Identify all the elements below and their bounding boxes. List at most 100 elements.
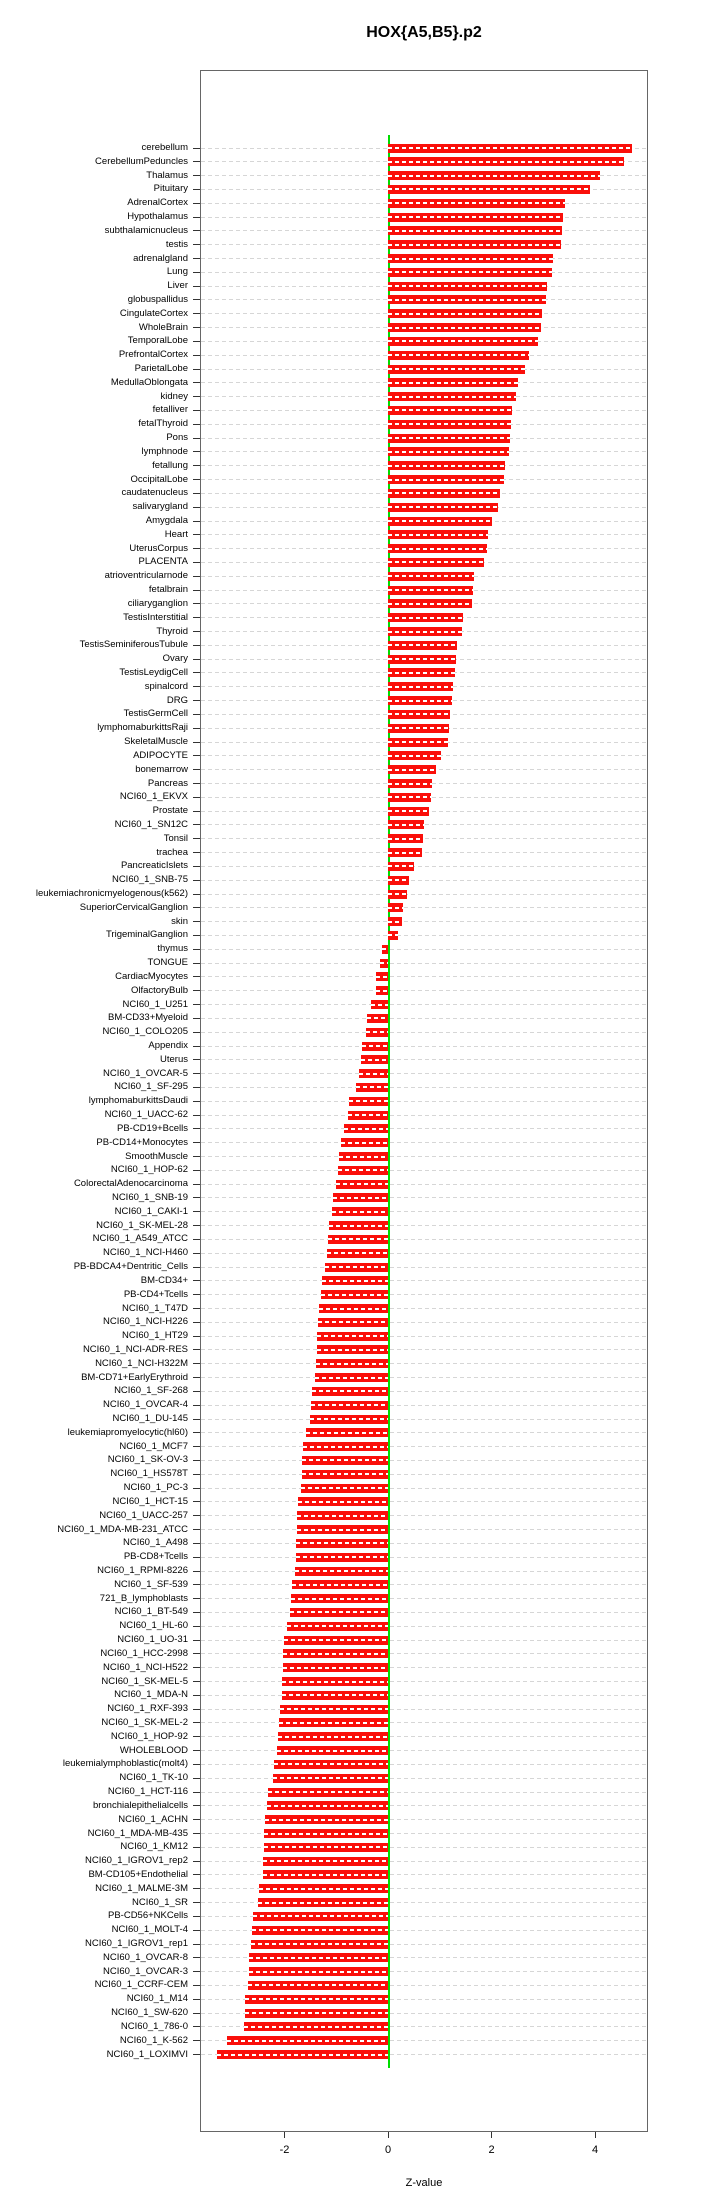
row-gridline	[201, 1929, 647, 1931]
bar-gridline-overlay	[244, 2012, 388, 2015]
category-label: subthalamicnucleus	[104, 224, 188, 236]
category-label: Appendix	[148, 1040, 188, 1052]
bar-gridline-overlay	[263, 1860, 388, 1863]
y-axis-tick	[193, 534, 200, 536]
category-label: CardiacMyocytes	[115, 970, 188, 982]
x-axis-tick	[491, 2132, 492, 2138]
bar-gridline-overlay	[295, 1570, 388, 1573]
bar-gridline-overlay	[388, 174, 601, 177]
y-axis-tick	[193, 1363, 200, 1365]
bar-gridline-overlay	[317, 1321, 388, 1324]
y-axis-tick	[193, 161, 200, 163]
category-label: NCI60_1_HL-60	[119, 1620, 188, 1632]
category-label: PB-CD19+Bcells	[116, 1122, 188, 1134]
y-axis-tick	[193, 907, 200, 909]
category-label: thymus	[157, 943, 188, 955]
bar-gridline-overlay	[388, 340, 539, 343]
bar-gridline-overlay	[317, 1335, 388, 1338]
y-axis-tick	[193, 1031, 200, 1033]
bar-gridline-overlay	[388, 865, 415, 868]
row-gridline	[201, 865, 647, 867]
y-axis-tick	[193, 865, 200, 867]
row-gridline	[201, 1487, 647, 1489]
row-gridline	[201, 1971, 647, 1973]
y-axis-tick	[193, 1750, 200, 1752]
bar-gridline-overlay	[388, 547, 487, 550]
bar-gridline-overlay	[297, 1500, 388, 1503]
bar-gridline-overlay	[388, 533, 488, 536]
row-gridline	[201, 1984, 647, 1986]
bar-gridline-overlay	[247, 1984, 388, 1987]
category-label: NCI60_1_786-0	[120, 2020, 188, 2032]
bar-gridline-overlay	[319, 1307, 388, 1310]
y-axis-tick	[193, 561, 200, 563]
category-label: BM-CD33+Myeloid	[108, 1012, 188, 1024]
category-label: PB-CD4+Tcells	[123, 1288, 188, 1300]
y-axis-tick	[193, 962, 200, 964]
category-label: NCI60_1_HCC-2998	[100, 1647, 188, 1659]
y-axis-tick	[193, 1377, 200, 1379]
row-gridline	[201, 2040, 647, 2042]
category-label: NCI60_1_MALME-3M	[95, 1882, 188, 1894]
category-label: NCI60_1_CCRF-CEM	[94, 1979, 188, 1991]
category-label: salivarygland	[132, 501, 188, 513]
category-label: CingulateCortex	[119, 307, 188, 319]
row-gridline	[201, 1902, 647, 1904]
row-gridline	[201, 921, 647, 923]
y-axis-tick	[193, 506, 200, 508]
y-axis-tick	[193, 396, 200, 398]
bar-gridline-overlay	[388, 851, 423, 854]
y-axis-tick	[193, 313, 200, 315]
category-label: NCI60_1_HOP-62	[110, 1164, 188, 1176]
bar-gridline-overlay	[388, 395, 517, 398]
category-label: adrenalgland	[133, 252, 188, 264]
bar-gridline-overlay	[265, 1818, 388, 1821]
row-gridline	[201, 1294, 647, 1296]
category-label: Ovary	[162, 653, 188, 665]
bar-gridline-overlay	[388, 893, 407, 896]
bar-gridline-overlay	[388, 464, 506, 467]
category-label: NCI60_1_NCI-H460	[102, 1247, 188, 1259]
y-axis-tick	[193, 658, 200, 660]
row-gridline	[201, 1169, 647, 1171]
y-axis-tick	[193, 1805, 200, 1807]
y-axis-tick	[193, 1308, 200, 1310]
category-label: NCI60_1_UACC-62	[104, 1109, 188, 1121]
y-axis-tick	[193, 769, 200, 771]
category-label: CerebellumPeduncles	[95, 155, 188, 167]
bar-gridline-overlay	[329, 1224, 388, 1227]
y-axis-tick	[193, 644, 200, 646]
category-label: NCI60_1_LOXIMVI	[106, 2048, 188, 2060]
y-axis-tick	[193, 589, 200, 591]
row-gridline	[201, 1100, 647, 1102]
row-gridline	[201, 1197, 647, 1199]
row-gridline	[201, 1211, 647, 1213]
category-label: NCI60_1_HOP-92	[110, 1730, 188, 1742]
row-gridline	[201, 1708, 647, 1710]
y-axis-tick	[193, 1086, 200, 1088]
y-axis-tick	[193, 1321, 200, 1323]
bar-gridline-overlay	[388, 285, 548, 288]
bar-gridline-overlay	[388, 823, 425, 826]
bar-gridline-overlay	[388, 243, 562, 246]
bar-gridline-overlay	[309, 1418, 388, 1421]
category-label: PB-CD8+Tcells	[123, 1551, 188, 1563]
row-gridline	[201, 1653, 647, 1655]
category-label: Amygdala	[145, 515, 188, 527]
category-label: NCI60_1_SF-539	[114, 1578, 188, 1590]
y-axis-tick	[193, 244, 200, 246]
bar-gridline-overlay	[388, 450, 510, 453]
bar-gridline-overlay	[267, 1791, 388, 1794]
category-label: BM-CD105+Endothelial	[88, 1868, 188, 1880]
y-axis-tick	[193, 327, 200, 329]
bar-gridline-overlay	[315, 1376, 388, 1379]
bar-gridline-overlay	[382, 948, 388, 951]
bar-gridline-overlay	[388, 671, 456, 674]
bar-gridline-overlay	[388, 506, 498, 509]
bar-gridline-overlay	[266, 1804, 388, 1807]
category-label: bronchialepithelialcells	[92, 1799, 188, 1811]
category-label: lymphomaburkittsRaji	[97, 722, 188, 734]
bar-gridline-overlay	[325, 1266, 388, 1269]
category-label: Hypothalamus	[127, 211, 188, 223]
category-label: SkeletalMuscle	[124, 736, 188, 748]
